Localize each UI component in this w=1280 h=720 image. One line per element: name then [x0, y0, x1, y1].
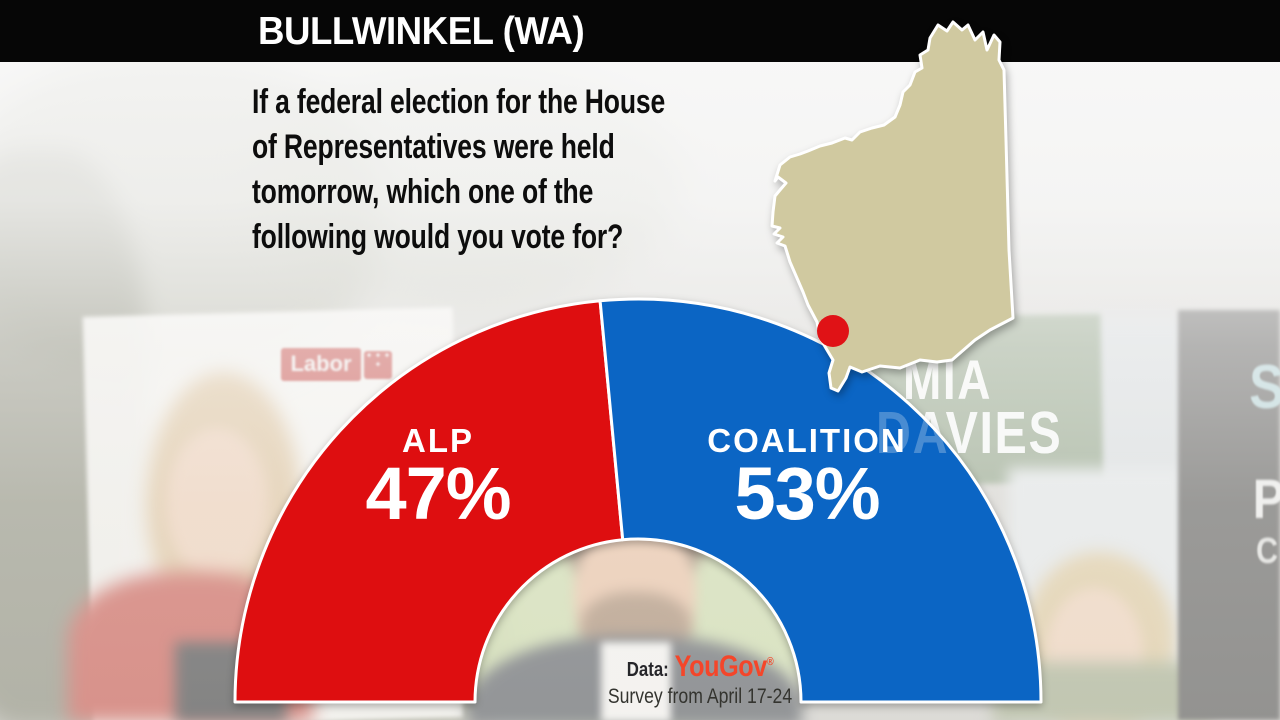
electorate-marker-dot — [817, 315, 849, 347]
question-line: tomorrow, which one of the — [252, 173, 594, 211]
registered-mark: ® — [766, 656, 774, 668]
question-line: If a federal election for the House — [252, 83, 666, 121]
coalition-label: COALITION — [707, 422, 907, 459]
alp-label: ALP — [401, 422, 474, 459]
data-source-line: Data: YouGov® — [582, 650, 817, 684]
question-text: If a federal election for the House of R… — [252, 80, 665, 260]
gauge-segment-alp — [233, 299, 625, 704]
header-bar: BULLWINKEL (WA) — [0, 0, 1280, 62]
question-line: following would you vote for? — [252, 218, 624, 256]
poster-text-davies-ghost: DAVIES — [876, 400, 1063, 466]
wa-map-shape — [770, 20, 1015, 393]
gauge-segment-coalition — [598, 297, 1043, 704]
alp-value: 47% — [365, 452, 511, 535]
survey-note: Survey from April 17-24 — [607, 685, 793, 708]
alp-label-group: ALP 47% — [365, 421, 511, 535]
coalition-value: 53% — [734, 452, 880, 535]
coalition-label-group: COALITION 53% — [707, 421, 907, 535]
attribution: Data: YouGov® Survey from April 17-24 — [582, 650, 817, 709]
yougov-logo: YouGov® — [674, 650, 774, 683]
question-line: of Representatives were held — [252, 128, 615, 166]
page-title: BULLWINKEL (WA) — [258, 10, 585, 53]
data-prefix-label: Data: — [626, 659, 669, 681]
